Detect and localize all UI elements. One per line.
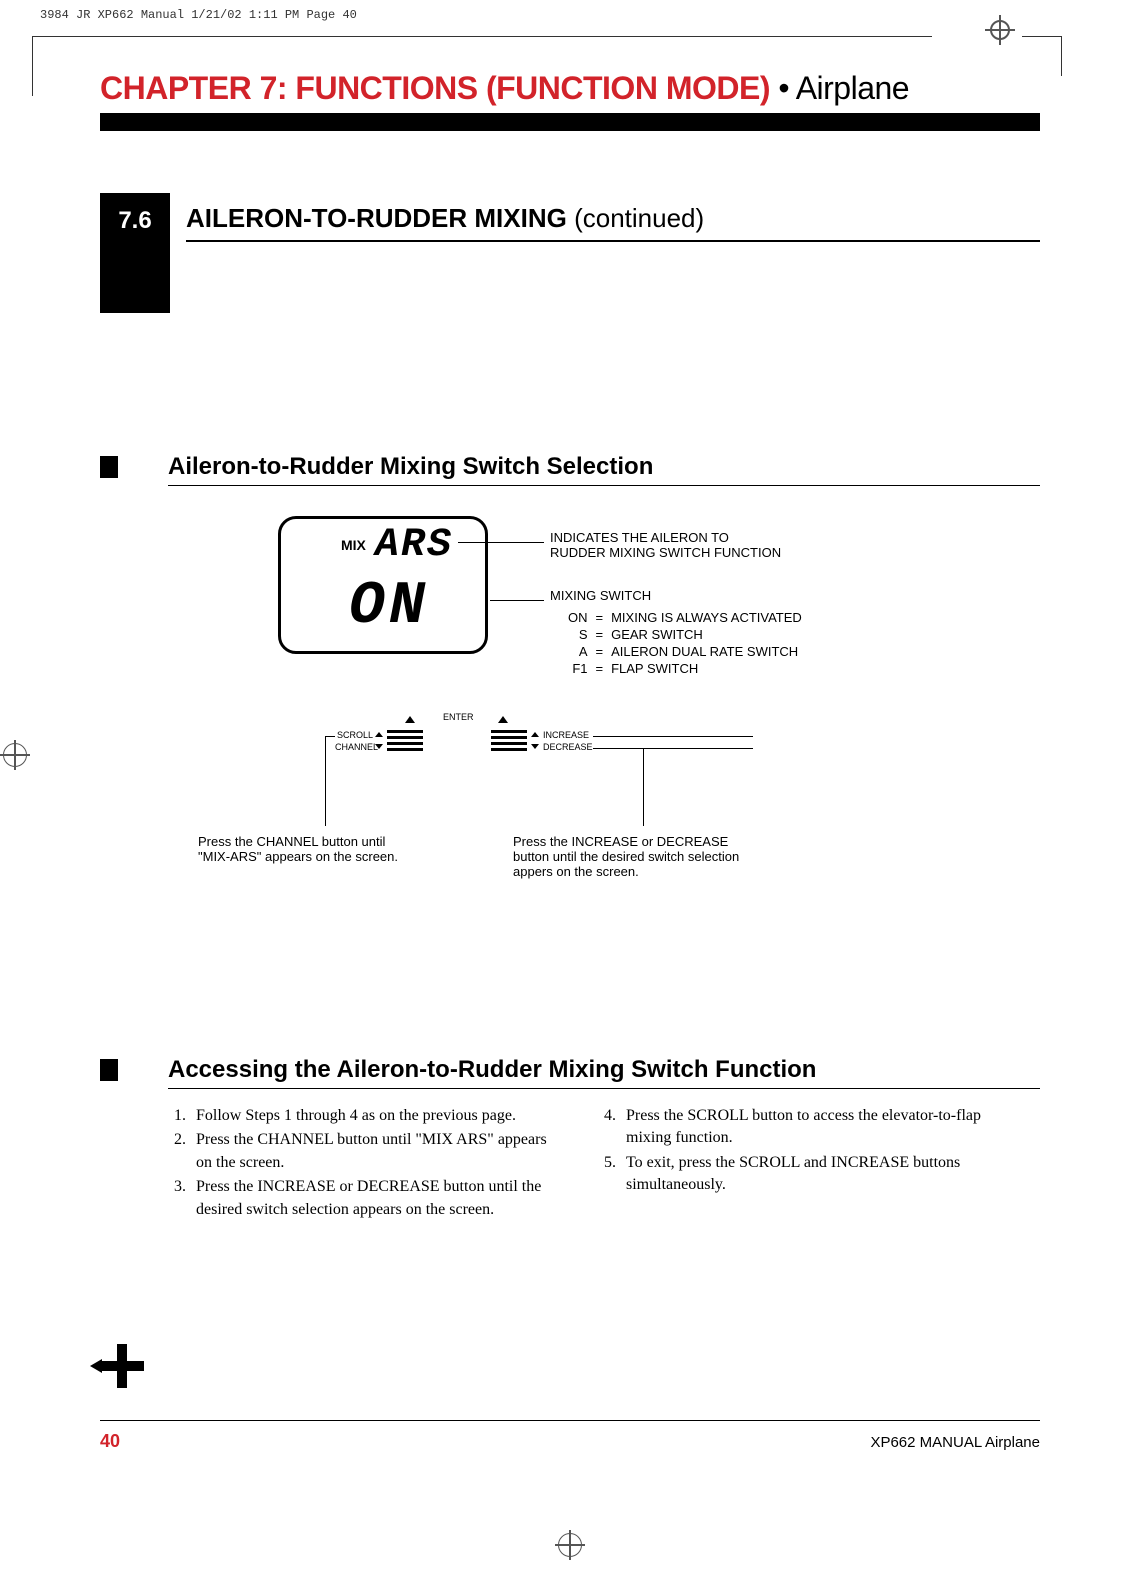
subheading-1-row: Aileron-to-Rudder Mixing Switch Selectio…	[100, 453, 1040, 481]
triangle-down-icon	[531, 744, 539, 749]
increase-label: INCREASE	[543, 730, 589, 740]
section-number: 7.6	[100, 193, 170, 313]
decrease-label: DECREASE	[543, 742, 593, 752]
chapter-title-suffix: Airplane	[796, 70, 909, 106]
subheading-2-rule	[168, 1088, 1040, 1089]
registration-mark-bottom	[555, 1530, 585, 1560]
leader-line-2	[490, 600, 544, 601]
subheading-marker	[100, 456, 118, 478]
table-row: A=AILERON DUAL RATE SWITCH	[562, 644, 808, 659]
triangle-up-icon	[375, 732, 383, 737]
list-item: Follow Steps 1 through 4 as on the previ…	[190, 1105, 558, 1127]
channel-label: CHANNEL	[335, 742, 373, 752]
table-row: ON=MIXING IS ALWAYS ACTIVATED	[562, 610, 808, 625]
triangle-down-icon	[375, 744, 383, 749]
steps-right: Press the SCROLL button to access the el…	[598, 1105, 988, 1223]
registration-mark-left	[0, 740, 30, 770]
callout-1-line2: RUDDER MIXING SWITCH FUNCTION	[550, 545, 781, 560]
chapter-title-dot: •	[770, 70, 796, 106]
subheading-marker	[100, 1059, 118, 1081]
steps-left: Follow Steps 1 through 4 as on the previ…	[168, 1105, 558, 1223]
page-footer: 40 XP662 MANUAL Airplane	[100, 1420, 1040, 1452]
table-row: S=GEAR SWITCH	[562, 627, 808, 642]
lcd-mix-label: MIX	[341, 537, 366, 553]
enter-label: ENTER	[443, 712, 474, 722]
page-content: CHAPTER 7: FUNCTIONS (FUNCTION MODE) • A…	[100, 70, 1040, 1223]
callout-1-line1: INDICATES THE AILERON TO	[550, 530, 781, 545]
lcd-on-value: ON	[349, 573, 429, 641]
manual-name: XP662 MANUAL Airplane	[870, 1434, 1040, 1451]
triangle-up-icon	[405, 716, 415, 723]
instruction-left-line2: "MIX-ARS" appears on the screen.	[198, 849, 458, 864]
registration-cross-icon	[100, 1344, 144, 1388]
callout-mixing-switch: MIXING SWITCH	[550, 588, 651, 603]
section-rule	[186, 240, 1040, 242]
print-slug: 3984 JR XP662 Manual 1/21/02 1:11 PM Pag…	[40, 8, 357, 22]
instruction-left: Press the CHANNEL button until "MIX-ARS"…	[198, 834, 458, 864]
triangle-up-icon	[531, 732, 539, 737]
list-item: Press the SCROLL button to access the el…	[620, 1105, 988, 1150]
list-item: To exit, press the SCROLL and INCREASE b…	[620, 1152, 988, 1197]
chapter-bar	[100, 113, 1040, 131]
access-section: Accessing the Aileron-to-Rudder Mixing S…	[100, 1056, 1040, 1223]
chapter-title: CHAPTER 7: FUNCTIONS (FUNCTION MODE) • A…	[100, 70, 1040, 107]
subheading-2: Accessing the Aileron-to-Rudder Mixing S…	[168, 1056, 816, 1084]
scroll-label: SCROLL	[335, 730, 373, 740]
subheading-1: Aileron-to-Rudder Mixing Switch Selectio…	[168, 453, 653, 481]
instruction-right: Press the INCREASE or DECREASE button un…	[513, 834, 793, 879]
keys-diagram: ENTER SCROLL CHANNEL INCREASE DECREASE	[343, 716, 623, 796]
page-number: 40	[100, 1431, 120, 1452]
list-item: Press the INCREASE or DECREASE button un…	[190, 1176, 558, 1221]
callout-mixing-function: INDICATES THE AILERON TO RUDDER MIXING S…	[550, 530, 781, 560]
instruction-left-line1: Press the CHANNEL button until	[198, 834, 458, 849]
instruction-right-line2: button until the desired switch selectio…	[513, 849, 793, 864]
chapter-title-bold: CHAPTER 7: FUNCTIONS (FUNCTION MODE)	[100, 70, 770, 106]
switch-table: ON=MIXING IS ALWAYS ACTIVATED S=GEAR SWI…	[560, 608, 810, 678]
leader-line-1	[458, 542, 544, 543]
triangle-up-icon	[498, 716, 508, 723]
steps-columns: Follow Steps 1 through 4 as on the previ…	[168, 1105, 1040, 1223]
list-item: Press the CHANNEL button until "MIX ARS"…	[190, 1129, 558, 1174]
subheading-1-rule	[168, 485, 1040, 486]
diagram-area: MIX ARS ON INDICATES THE AILERON TO RUDD…	[168, 516, 1040, 956]
table-row: F1=FLAP SWITCH	[562, 661, 808, 676]
trim-line-top	[32, 36, 932, 37]
trim-line-left	[32, 36, 33, 96]
section-title-rest: (continued)	[567, 203, 704, 233]
lcd-display: MIX ARS ON	[278, 516, 488, 654]
lcd-ars-value: ARS	[375, 523, 453, 568]
instruction-right-line1: Press the INCREASE or DECREASE	[513, 834, 793, 849]
section-title-bold: AILERON-TO-RUDDER MIXING	[186, 203, 567, 233]
section-header: 7.6 AILERON-TO-RUDDER MIXING (continued)	[100, 193, 1040, 313]
crop-mark-top	[990, 20, 1010, 40]
section-title: AILERON-TO-RUDDER MIXING (continued)	[186, 203, 1040, 234]
instruction-right-line3: appers on the screen.	[513, 864, 793, 879]
